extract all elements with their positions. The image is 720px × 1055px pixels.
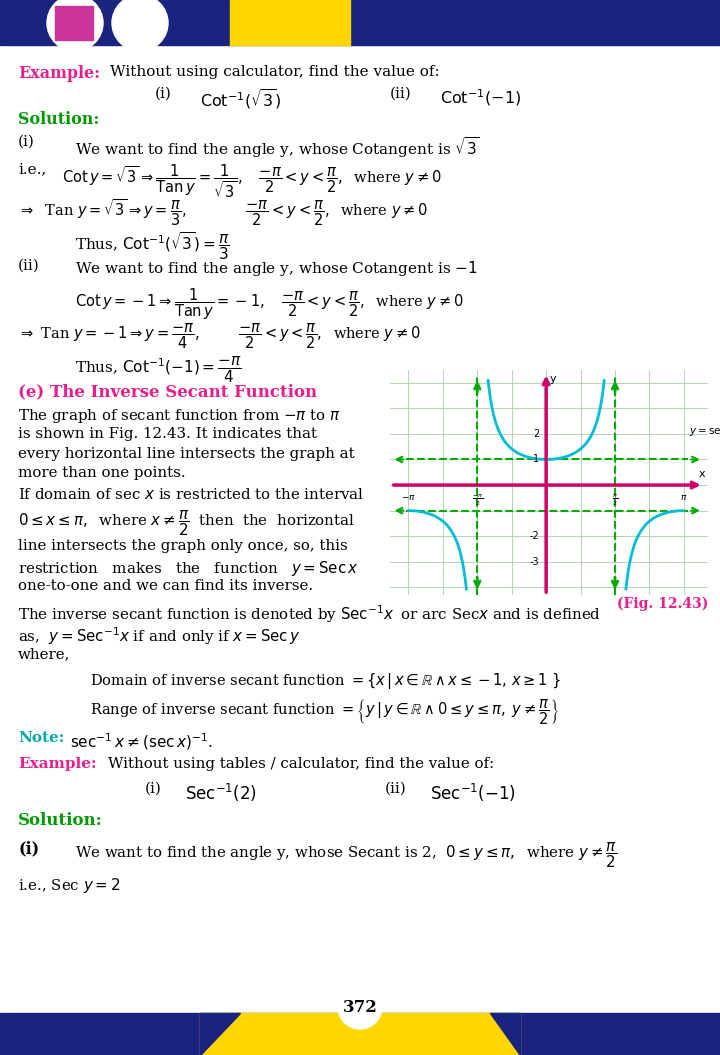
Text: Note:: Note: (18, 731, 64, 745)
Text: 372: 372 (343, 998, 377, 1016)
Text: Thus, $\mathrm{Cot}^{-1}(-1) = \dfrac{-\pi}{4}$: Thus, $\mathrm{Cot}^{-1}(-1) = \dfrac{-\… (75, 354, 242, 385)
Text: Domain of inverse secant function $= \{x\,|\,x \in \mathbb{R} \wedge x \leq -1,\: Domain of inverse secant function $= \{x… (90, 671, 561, 691)
Bar (120, 6, 158, 40)
Text: Thus, $\mathrm{Cot}^{-1}(\sqrt{3}) = \dfrac{\pi}{3}$: Thus, $\mathrm{Cot}^{-1}(\sqrt{3}) = \df… (75, 230, 230, 262)
Text: Example:: Example: (18, 65, 100, 82)
Text: (ii): (ii) (18, 258, 40, 273)
Text: $\mathrm{Cot}\,y = \sqrt{3} \Rightarrow \dfrac{1}{\mathrm{Tan}\,y} = \dfrac{1}{\: $\mathrm{Cot}\,y = \sqrt{3} \Rightarrow … (62, 162, 441, 199)
Text: If domain of sec $x$ is restricted to the interval: If domain of sec $x$ is restricted to th… (18, 487, 364, 502)
Text: (i): (i) (155, 87, 172, 101)
Text: every horizontal line intersects the graph at: every horizontal line intersects the gra… (18, 447, 355, 461)
Text: We want to find the angle y, whose Cotangent is $-1$: We want to find the angle y, whose Cotan… (75, 258, 478, 279)
Text: i.e.,: i.e., (18, 162, 46, 176)
Text: -2: -2 (530, 532, 539, 541)
Text: $\mathrm{Cot}^{-1}(\sqrt{3})$: $\mathrm{Cot}^{-1}(\sqrt{3})$ (200, 87, 282, 111)
Text: $\mathrm{Cot}\,y = -1 \Rightarrow \dfrac{1}{\mathrm{Tan}\,y} = -1,\quad \dfrac{-: $\mathrm{Cot}\,y = -1 \Rightarrow \dfrac… (75, 286, 464, 322)
Circle shape (338, 985, 382, 1029)
Text: We want to find the angle y, whose Secant is 2,  $0 \leq y \leq \pi,\;$ where $y: We want to find the angle y, whose Secan… (75, 840, 617, 869)
Text: $\mathrm{Sec}^{-1}(2)$: $\mathrm{Sec}^{-1}(2)$ (185, 782, 257, 804)
Text: (ii): (ii) (390, 87, 412, 101)
Text: $\sec^{-1}x \neq (\sec x)^{-1}$.: $\sec^{-1}x \neq (\sec x)^{-1}$. (70, 731, 213, 752)
Text: (i): (i) (18, 135, 35, 149)
Text: $0 \leq x \leq \pi,\;$ where $x \neq \dfrac{\pi}{2}\;$ then  the  horizontal: $0 \leq x \leq \pi,\;$ where $x \neq \df… (18, 509, 355, 538)
Text: one-to-one and we can find its inverse.: one-to-one and we can find its inverse. (18, 579, 313, 593)
Text: where,: where, (18, 647, 71, 661)
Text: Example:: Example: (18, 757, 96, 771)
Text: Range of inverse secant function $= \left\{y\,|\,y \in \mathbb{R} \wedge 0 \leq : Range of inverse secant function $= \lef… (90, 697, 559, 727)
Text: restriction   makes   the   function   $y = \mathrm{Sec}\,x$: restriction makes the function $y = \mat… (18, 559, 359, 578)
Text: $-\pi$: $-\pi$ (401, 493, 416, 502)
Text: Without using tables / calculator, find the value of:: Without using tables / calculator, find … (108, 757, 494, 771)
Text: $\frac{-\pi}{2}$: $\frac{-\pi}{2}$ (472, 493, 483, 507)
Text: line intersects the graph only once, so, this: line intersects the graph only once, so,… (18, 539, 348, 553)
Bar (0, 1013, 720, 1055)
Text: (i): (i) (18, 840, 39, 857)
Text: y: y (549, 373, 557, 384)
Text: $y = \sec\,x$: $y = \sec\,x$ (689, 426, 720, 438)
Text: Solution:: Solution: (18, 111, 99, 128)
Text: $\Rightarrow\;$ Tan $y = \sqrt{3} \Rightarrow y = \dfrac{\pi}{3},\qquad\qquad \d: $\Rightarrow\;$ Tan $y = \sqrt{3} \Right… (18, 197, 428, 228)
Text: 1: 1 (534, 455, 539, 464)
Text: (e) The Inverse Secant Function: (e) The Inverse Secant Function (18, 383, 317, 400)
Text: $\pi$: $\pi$ (680, 493, 688, 502)
Bar (55, 6, 93, 40)
Text: as,  $y = \mathrm{Sec}^{-1}x$ if and only if $x = \mathrm{Sec}\,y$: as, $y = \mathrm{Sec}^{-1}x$ if and only… (18, 625, 301, 647)
Text: (ii): (ii) (385, 782, 407, 797)
Text: $\mathrm{Sec}^{-1}(-1)$: $\mathrm{Sec}^{-1}(-1)$ (430, 782, 516, 804)
Circle shape (112, 0, 168, 51)
Bar (0, 0, 720, 45)
Text: 2: 2 (534, 429, 539, 439)
Text: (i): (i) (145, 782, 162, 797)
Bar (230, 0, 350, 45)
Text: x: x (699, 468, 706, 479)
Text: The inverse secant function is denoted by $\mathrm{Sec}^{-1}x\;$ or arc Sec$x$ a: The inverse secant function is denoted b… (18, 603, 601, 625)
Text: $\frac{\pi}{2}$: $\frac{\pi}{2}$ (612, 493, 618, 507)
Text: We want to find the angle y, whose Cotangent is $\sqrt{3}$: We want to find the angle y, whose Cotan… (75, 135, 480, 160)
Text: more than one points.: more than one points. (18, 466, 186, 480)
Polygon shape (490, 1013, 520, 1055)
Circle shape (47, 0, 103, 51)
Text: Without using calculator, find the value of:: Without using calculator, find the value… (110, 65, 440, 79)
FancyBboxPatch shape (200, 1013, 520, 1055)
Text: $\Rightarrow$ Tan $y = -1 \Rightarrow y = \dfrac{-\pi}{4},\qquad\;\; \dfrac{-\pi: $\Rightarrow$ Tan $y = -1 \Rightarrow y … (18, 321, 421, 350)
Text: -3: -3 (530, 557, 539, 567)
Text: is shown in Fig. 12.43. It indicates that: is shown in Fig. 12.43. It indicates tha… (18, 427, 317, 441)
Text: The graph of secant function from $-\pi$ to $\pi$: The graph of secant function from $-\pi$… (18, 407, 341, 425)
Text: $\mathrm{Cot}^{-1}(-1)$: $\mathrm{Cot}^{-1}(-1)$ (440, 87, 521, 108)
Polygon shape (200, 1013, 240, 1055)
Text: (Fig. 12.43): (Fig. 12.43) (616, 597, 708, 612)
Text: Solution:: Solution: (18, 812, 103, 829)
Text: i.e., Sec $y = 2$: i.e., Sec $y = 2$ (18, 876, 120, 895)
